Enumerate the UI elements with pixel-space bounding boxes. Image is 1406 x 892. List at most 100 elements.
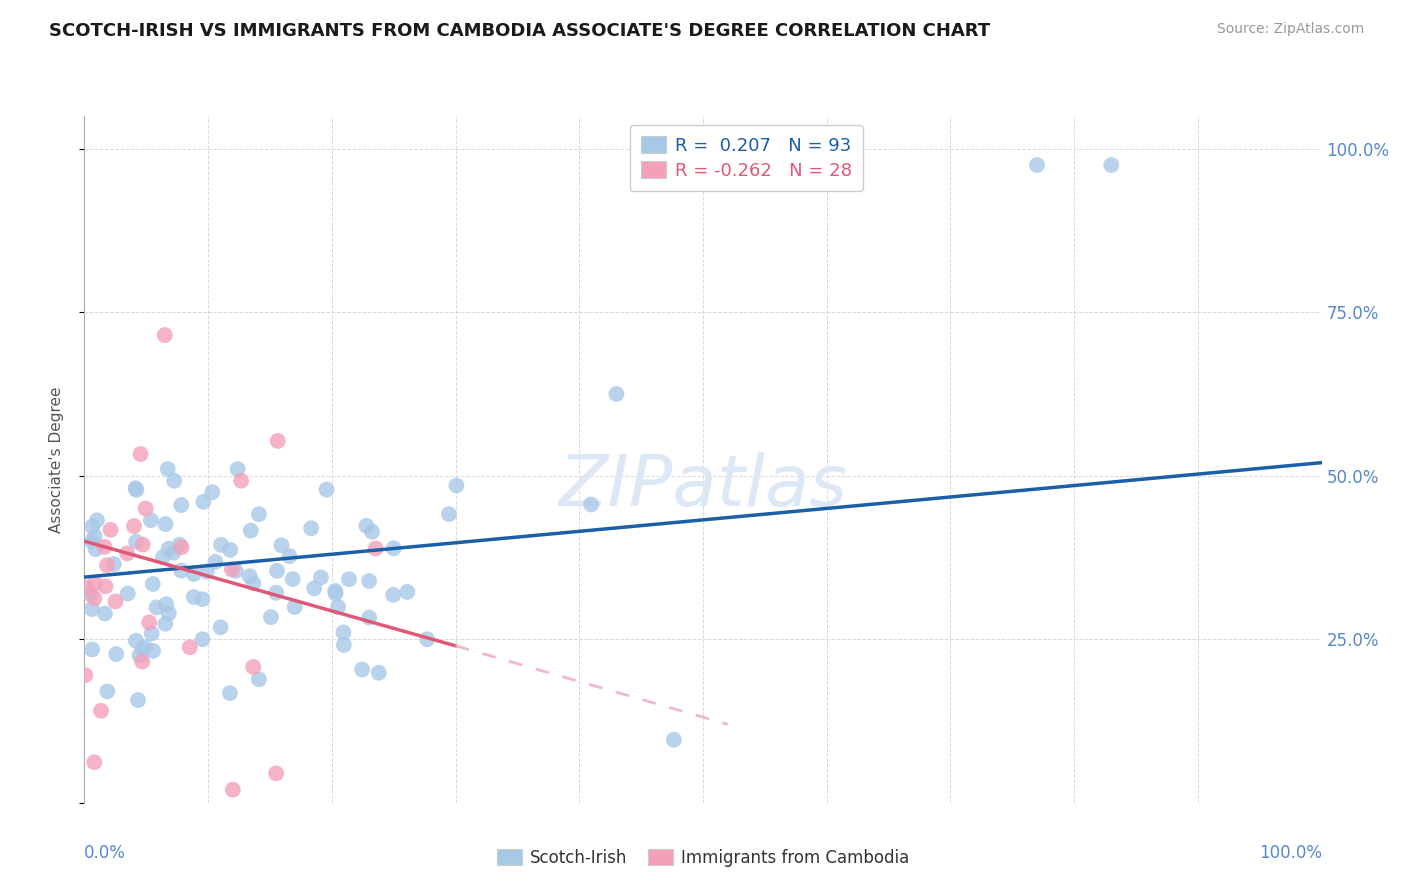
Legend: Scotch-Irish, Immigrants from Cambodia: Scotch-Irish, Immigrants from Cambodia: [491, 842, 915, 873]
Point: [129, 447, 152, 461]
Point: [135, 501, 157, 516]
Point: [219, 686, 242, 700]
Point: [662, 732, 685, 747]
Point: [191, 592, 214, 607]
Point: [169, 538, 191, 552]
Point: [299, 521, 322, 535]
Point: [80, 602, 103, 616]
Point: [361, 524, 384, 539]
Point: [132, 538, 155, 552]
Point: [382, 588, 405, 602]
Point: [264, 766, 287, 780]
Point: [170, 540, 193, 554]
Point: [260, 610, 283, 624]
Point: [325, 586, 347, 600]
Point: [191, 632, 214, 647]
Point: [302, 582, 325, 596]
Point: [323, 584, 346, 599]
Point: [170, 564, 193, 578]
Point: [209, 620, 232, 634]
Point: [125, 483, 148, 497]
Point: [105, 647, 128, 661]
Point: [156, 462, 179, 476]
Point: [204, 555, 226, 569]
Point: [309, 570, 332, 584]
Point: [131, 655, 153, 669]
Point: [222, 782, 245, 797]
Point: [125, 633, 148, 648]
Point: [416, 632, 439, 647]
Point: [75, 668, 97, 682]
Point: [155, 517, 177, 532]
Point: [170, 498, 193, 512]
Point: [96, 684, 118, 698]
Point: [267, 434, 290, 448]
Point: [76, 581, 98, 595]
Point: [221, 562, 243, 576]
Point: [142, 644, 165, 658]
Point: [247, 507, 270, 521]
Point: [209, 538, 232, 552]
Point: [153, 328, 176, 343]
Point: [364, 541, 387, 556]
Point: [162, 546, 184, 560]
Point: [605, 387, 627, 401]
Point: [359, 610, 381, 624]
Point: [103, 557, 125, 571]
Point: [115, 546, 138, 560]
Point: [145, 600, 167, 615]
Point: [131, 642, 153, 657]
Point: [356, 519, 378, 533]
Text: ZIPatlas: ZIPatlas: [558, 452, 848, 521]
Point: [242, 660, 264, 674]
Point: [157, 606, 180, 620]
Point: [100, 523, 122, 537]
Point: [155, 597, 177, 611]
Point: [183, 567, 205, 582]
Text: Source: ZipAtlas.com: Source: ZipAtlas.com: [1216, 22, 1364, 37]
Point: [96, 558, 118, 573]
Point: [141, 626, 163, 640]
Point: [142, 577, 165, 591]
Point: [266, 564, 288, 578]
Point: [247, 673, 270, 687]
Point: [86, 513, 108, 527]
Point: [122, 519, 145, 533]
Point: [337, 572, 360, 586]
Point: [82, 642, 104, 657]
Point: [446, 478, 468, 492]
Point: [195, 565, 218, 579]
Point: [90, 704, 112, 718]
Point: [163, 474, 186, 488]
Point: [281, 572, 304, 586]
Point: [579, 498, 602, 512]
Point: [315, 483, 337, 497]
Point: [239, 524, 262, 538]
Point: [326, 599, 349, 614]
Point: [94, 607, 117, 621]
Point: [239, 569, 262, 583]
Text: 0.0%: 0.0%: [84, 844, 127, 862]
Point: [83, 576, 105, 591]
Point: [138, 615, 160, 630]
Point: [193, 495, 215, 509]
Point: [226, 462, 249, 476]
Point: [1026, 158, 1049, 172]
Point: [84, 542, 107, 557]
Point: [157, 541, 180, 556]
Point: [80, 534, 103, 549]
Point: [152, 550, 174, 565]
Text: 100.0%: 100.0%: [1258, 844, 1322, 862]
Point: [201, 485, 224, 500]
Point: [219, 543, 242, 558]
Point: [83, 591, 105, 606]
Point: [183, 590, 205, 604]
Point: [1099, 158, 1122, 172]
Point: [117, 586, 139, 600]
Point: [382, 541, 405, 556]
Point: [352, 663, 374, 677]
Y-axis label: Associate's Degree: Associate's Degree: [49, 386, 63, 533]
Point: [264, 586, 287, 600]
Point: [125, 534, 148, 549]
Point: [79, 587, 101, 601]
